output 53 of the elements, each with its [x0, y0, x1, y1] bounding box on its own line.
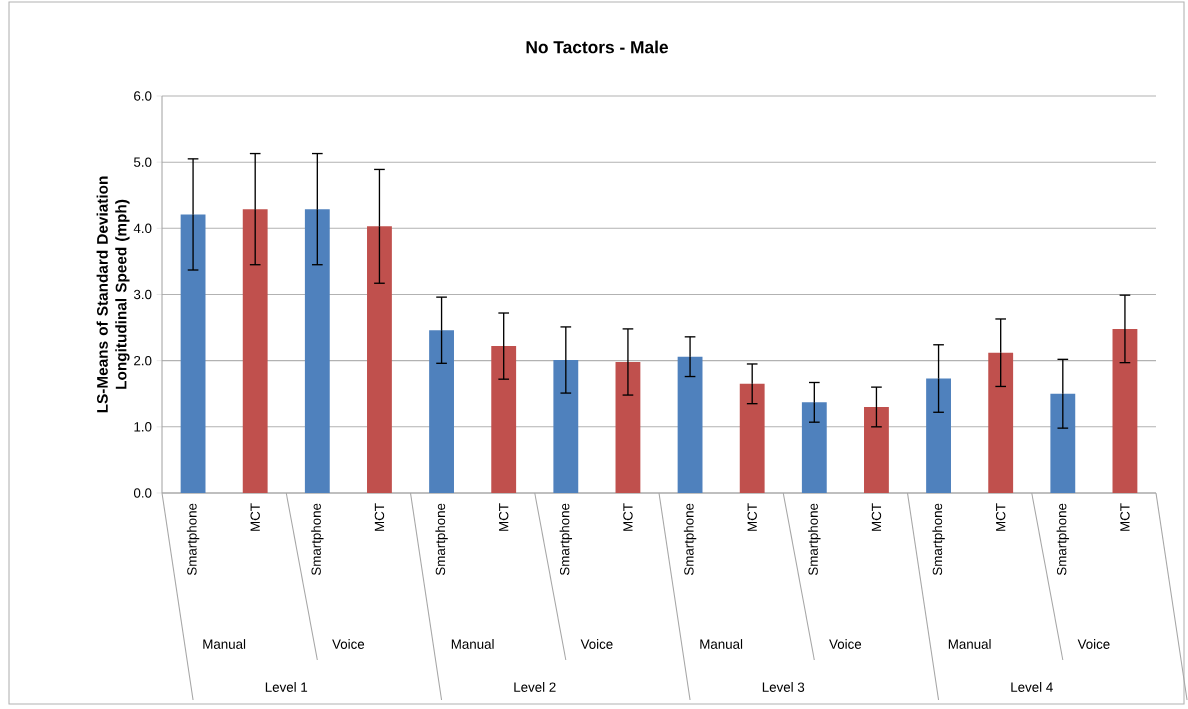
bar: [367, 226, 392, 493]
text: Manual: [700, 639, 743, 649]
text: Level 4: [1011, 682, 1053, 692]
bar: [429, 330, 454, 493]
x-tick-label: Smartphone: [683, 503, 697, 576]
x-tick-label: MCT: [995, 503, 1006, 531]
y-tick-label: 4.0: [133, 223, 152, 234]
text: Level 3: [762, 682, 805, 692]
bar: [1050, 393, 1076, 493]
bar: [864, 406, 889, 493]
text: Manual: [203, 639, 246, 649]
y-tick-label: 3.0: [133, 289, 152, 300]
y-tick-label: 2.0: [134, 355, 152, 366]
bar: [739, 383, 765, 493]
x-tick-label: MCT: [747, 503, 757, 531]
x-tick-label: MCT: [1120, 503, 1130, 531]
text: Voice: [332, 639, 365, 649]
text: Manual: [451, 639, 494, 649]
x-tick-label: MCT: [374, 503, 385, 531]
bar: [1112, 328, 1138, 493]
bar: [304, 209, 330, 493]
chart-title: No Tactors - Male: [526, 40, 668, 54]
y-tick-label: 5.0: [133, 157, 152, 167]
bar: [242, 209, 268, 493]
y-tick-label: 6.0: [134, 91, 152, 101]
y-tick-label: 0.0: [133, 488, 152, 498]
bar: [180, 214, 206, 493]
x-tick-label: Smartphone: [311, 503, 324, 576]
x-tick-label: MCT: [250, 503, 260, 531]
text: Voice: [1077, 639, 1110, 649]
bar: [677, 356, 703, 493]
x-tick-label: Smartphone: [559, 503, 573, 576]
bar: [553, 360, 579, 493]
x-tick-label: Smartphone: [932, 503, 945, 576]
x-tick-label: MCT: [871, 503, 882, 531]
bar: [801, 402, 827, 493]
x-tick-label: Smartphone: [186, 503, 200, 576]
x-tick-label: MCT: [498, 503, 509, 531]
text: Level 2: [514, 682, 556, 692]
text: Voice: [829, 639, 862, 649]
y-axis-title: LS-Means of Standard Deviation Longitudinal Speed (mph): [96, 176, 130, 413]
text: Voice: [580, 639, 613, 649]
text: Manual: [948, 639, 991, 649]
bar: [615, 361, 641, 493]
text: Level 1: [265, 682, 308, 692]
y-tick-label: 1.0: [134, 422, 152, 432]
x-tick-label: Smartphone: [435, 503, 448, 576]
bar: [988, 352, 1014, 493]
x-tick-label: Smartphone: [1056, 503, 1070, 576]
x-tick-label: Smartphone: [808, 503, 821, 576]
bar: [491, 346, 517, 493]
x-tick-label: MCT: [623, 503, 633, 531]
bar: [926, 378, 951, 493]
